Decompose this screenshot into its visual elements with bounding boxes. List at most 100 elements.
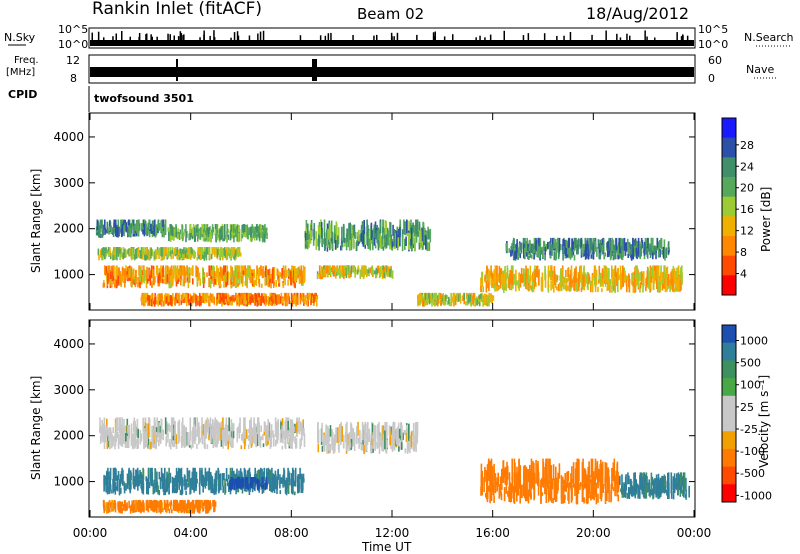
heatmap-cell bbox=[114, 255, 116, 260]
heatmap-cell bbox=[484, 466, 486, 482]
heatmap-cell bbox=[569, 251, 572, 260]
nsearch-top-label: 10^5 bbox=[698, 23, 728, 36]
heatmap-cell bbox=[98, 229, 100, 238]
heatmap-cell bbox=[295, 268, 297, 282]
heatmap-cell bbox=[163, 486, 166, 495]
beam-label: Beam 02 bbox=[357, 5, 424, 23]
heatmap-cell bbox=[613, 458, 616, 480]
heatmap-cell bbox=[119, 279, 121, 286]
heatmap-cell bbox=[523, 268, 525, 279]
heatmap-cell bbox=[522, 274, 524, 282]
heatmap-cell bbox=[209, 277, 212, 289]
heatmap-cell bbox=[412, 440, 415, 452]
nsky-label: N.Sky bbox=[4, 31, 36, 44]
heatmap-cell bbox=[189, 299, 192, 306]
heatmap-cell bbox=[525, 265, 527, 278]
heatmap-cell bbox=[338, 265, 341, 272]
heatmap-cell bbox=[175, 224, 177, 232]
heatmap-cell bbox=[171, 476, 174, 484]
nsky-spike bbox=[644, 30, 646, 40]
heatmap-cell bbox=[265, 227, 268, 232]
heatmap-cell bbox=[210, 253, 213, 260]
heatmap-cell bbox=[566, 278, 569, 283]
heatmap-cell bbox=[205, 249, 207, 258]
heatmap-cell bbox=[321, 274, 323, 279]
heatmap-cell bbox=[186, 265, 188, 275]
heatmap-cell bbox=[224, 430, 227, 439]
nsky-spike bbox=[563, 35, 565, 40]
heatmap-cell bbox=[164, 489, 167, 496]
heatmap-cell bbox=[128, 219, 130, 227]
heatmap-cell bbox=[194, 425, 196, 445]
heatmap-cell bbox=[229, 224, 232, 234]
heatmap-cell bbox=[148, 255, 150, 261]
heatmap-cell bbox=[125, 250, 127, 257]
nsky-spike bbox=[330, 32, 332, 40]
heatmap-cell bbox=[514, 244, 516, 249]
heatmap-cell bbox=[275, 439, 277, 447]
heatmap-cell bbox=[560, 275, 563, 292]
heatmap-cell bbox=[256, 233, 258, 241]
heatmap-cell bbox=[576, 478, 579, 505]
heatmap-cell bbox=[476, 299, 478, 306]
colorbar-swatch bbox=[722, 137, 736, 158]
heatmap-cell bbox=[101, 419, 103, 435]
heatmap-cell bbox=[480, 286, 482, 293]
heatmap-cell bbox=[241, 276, 243, 284]
heatmap-cell bbox=[191, 432, 194, 443]
heatmap-cell bbox=[603, 254, 605, 260]
heatmap-cell bbox=[100, 249, 102, 258]
heatmap-cell bbox=[97, 221, 100, 232]
heatmap-cell bbox=[246, 299, 248, 307]
heatmap-cell bbox=[128, 467, 130, 483]
heatmap-cell bbox=[169, 439, 171, 447]
heatmap-cell bbox=[557, 283, 560, 292]
heatmap-cell bbox=[528, 279, 530, 292]
heatmap-cell bbox=[268, 469, 271, 484]
heatmap-cell bbox=[353, 225, 355, 236]
heatmap-cell bbox=[326, 437, 328, 454]
cpid-value: twofsound 3501 bbox=[94, 92, 194, 105]
heatmap-cell bbox=[285, 417, 288, 432]
heatmap-cell bbox=[177, 253, 179, 261]
heatmap-cell bbox=[608, 280, 610, 290]
heatmap-cell bbox=[491, 279, 493, 288]
heatmap-cell bbox=[274, 482, 276, 489]
heatmap-cell bbox=[187, 247, 190, 254]
heatmap-cell bbox=[141, 247, 144, 255]
heatmap-cell bbox=[478, 301, 481, 307]
heatmap-cell bbox=[175, 441, 178, 449]
heatmap-cell bbox=[679, 276, 681, 281]
heatmap-cell bbox=[545, 487, 548, 503]
heatmap-cell bbox=[406, 446, 409, 452]
heatmap-cell bbox=[107, 247, 110, 256]
freq-bottom-label: 8 bbox=[70, 72, 77, 85]
heatmap-cell bbox=[541, 272, 544, 282]
heatmap-cell bbox=[281, 268, 283, 276]
heatmap-cell bbox=[151, 283, 153, 288]
heatmap-cell bbox=[210, 294, 213, 303]
heatmap-cell bbox=[150, 248, 152, 256]
heatmap-cell bbox=[185, 479, 188, 490]
heatmap-cell bbox=[417, 298, 419, 307]
heatmap-cell bbox=[200, 296, 202, 305]
nsky-spike bbox=[327, 33, 330, 40]
heatmap-cell bbox=[548, 493, 550, 499]
heatmap-cell bbox=[378, 421, 380, 439]
heatmap-cell bbox=[661, 250, 663, 255]
heatmap-cell bbox=[125, 268, 127, 277]
heatmap-cell bbox=[358, 443, 360, 449]
heatmap-cell bbox=[292, 422, 294, 438]
heatmap-cell bbox=[527, 243, 529, 251]
heatmap-cell bbox=[300, 421, 302, 432]
heatmap-cell bbox=[594, 462, 597, 478]
heatmap-cell bbox=[158, 293, 161, 301]
heatmap-cell bbox=[164, 219, 167, 232]
heatmap-cell bbox=[205, 471, 208, 486]
heatmap-cell bbox=[301, 423, 303, 435]
heatmap-cell bbox=[329, 223, 331, 242]
heatmap-cell bbox=[173, 248, 176, 255]
heatmap-cell bbox=[204, 471, 207, 489]
heatmap-cell bbox=[531, 254, 533, 259]
heatmap-cell bbox=[224, 265, 227, 276]
